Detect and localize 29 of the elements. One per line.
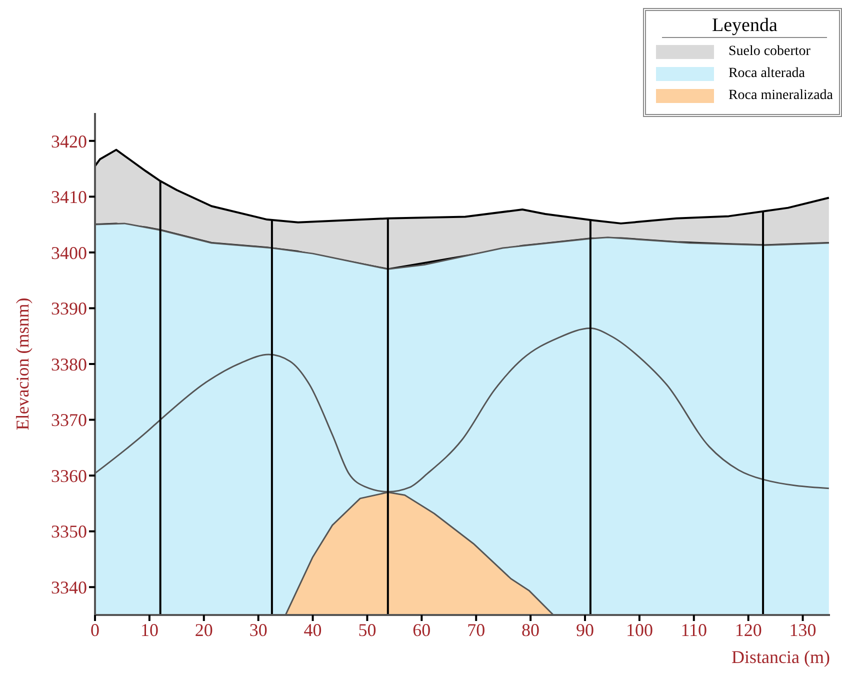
x-tick-label: 130 [789,620,816,640]
x-tick-label: 70 [467,620,486,640]
x-tick-label: 40 [304,620,322,640]
y-tick-label: 3370 [51,410,87,430]
legend-label: Suelo cobertor [728,44,810,60]
x-tick-label: 20 [194,620,213,640]
x-axis-title: Distancia (m) [732,647,830,667]
x-tick-label: 100 [626,620,653,640]
x-tick-label: 80 [522,620,540,640]
y-tick-label: 3390 [51,298,87,319]
legend-title: Leyenda [662,15,827,38]
y-tick-label: 3350 [51,522,87,542]
y-tick-label: 3380 [51,354,87,374]
y-tick-label: 3420 [51,131,87,152]
y-tick-label: 3410 [51,187,87,208]
x-tick-label: 10 [140,620,158,640]
x-tick-label: 90 [576,620,594,640]
y-tick-label: 3400 [51,242,87,263]
y-tick-label: 3340 [51,578,87,598]
x-tick-label: 0 [90,620,100,640]
x-tick-label: 110 [680,620,708,640]
x-tick-label: 120 [734,620,762,640]
legend-label: Roca mineralizada [728,88,833,104]
y-tick-label: 3360 [51,466,87,486]
y-axis-title: Elevacion (msnm) [12,298,32,430]
legend-label: Roca alterada [728,66,805,82]
x-tick-label: 30 [249,620,268,640]
x-tick-label: 60 [412,620,431,640]
x-tick-label: 50 [358,620,376,640]
